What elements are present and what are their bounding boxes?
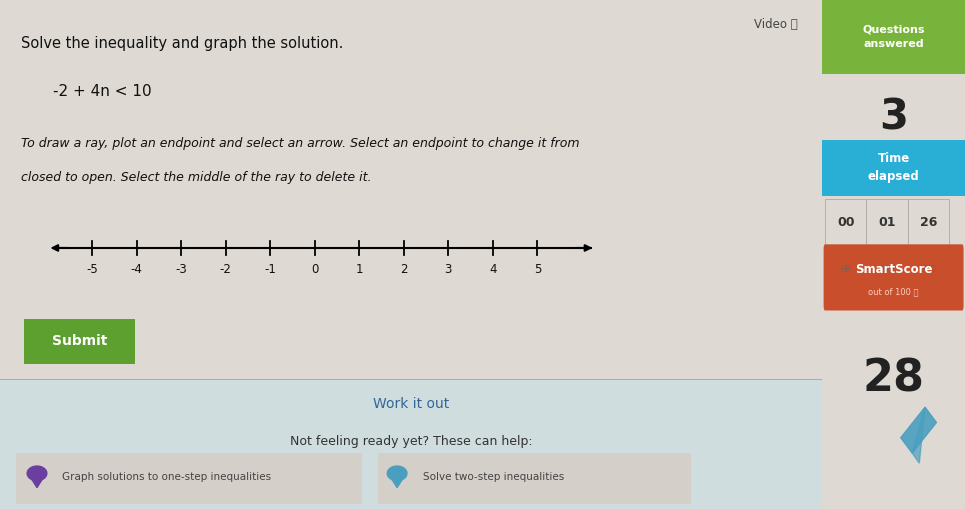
Text: Questions
answered: Questions answered (863, 24, 924, 49)
Text: 5: 5 (534, 263, 541, 275)
Text: Work it out: Work it out (372, 397, 450, 411)
Text: Video ⓓ: Video ⓓ (754, 18, 797, 31)
Text: Graph solutions to one-step inequalities: Graph solutions to one-step inequalities (62, 472, 271, 482)
Text: Solve the inequality and graph the solution.: Solve the inequality and graph the solut… (20, 36, 343, 50)
Text: -1: -1 (264, 263, 276, 275)
Polygon shape (27, 466, 47, 480)
Text: 28: 28 (863, 358, 924, 401)
FancyBboxPatch shape (378, 453, 691, 504)
Text: -2: -2 (220, 263, 232, 275)
Text: 0: 0 (311, 263, 318, 275)
FancyBboxPatch shape (908, 199, 950, 257)
FancyBboxPatch shape (16, 453, 362, 504)
FancyBboxPatch shape (17, 318, 142, 365)
Polygon shape (912, 407, 925, 463)
Text: Time
elapsed: Time elapsed (868, 153, 920, 183)
Text: 3: 3 (445, 263, 452, 275)
Text: 26: 26 (920, 216, 937, 229)
Text: SmartScore: SmartScore (855, 263, 932, 275)
Text: MIN: MIN (880, 265, 895, 274)
Text: -5: -5 (86, 263, 97, 275)
FancyBboxPatch shape (822, 0, 965, 74)
Text: 2: 2 (400, 263, 407, 275)
FancyBboxPatch shape (0, 379, 822, 509)
Text: Submit: Submit (52, 333, 107, 348)
FancyBboxPatch shape (822, 140, 965, 196)
Text: 00: 00 (837, 216, 854, 229)
FancyBboxPatch shape (823, 244, 964, 310)
FancyBboxPatch shape (867, 199, 908, 257)
Text: 4: 4 (489, 263, 497, 275)
Text: -4: -4 (130, 263, 143, 275)
Text: closed to open. Select the middle of the ray to delete it.: closed to open. Select the middle of the… (20, 171, 372, 184)
Text: HR: HR (841, 265, 851, 274)
Text: Not feeling ready yet? These can help:: Not feeling ready yet? These can help: (290, 435, 533, 448)
Text: SEC: SEC (922, 265, 936, 274)
Text: 01: 01 (878, 216, 896, 229)
Polygon shape (387, 466, 407, 480)
Text: To draw a ray, plot an endpoint and select an arrow. Select an endpoint to chang: To draw a ray, plot an endpoint and sele… (20, 137, 579, 151)
Text: Solve two-step inequalities: Solve two-step inequalities (424, 472, 565, 482)
Text: -3: -3 (176, 263, 187, 275)
Polygon shape (31, 478, 42, 488)
Text: 3: 3 (879, 96, 908, 138)
Text: 1: 1 (355, 263, 363, 275)
FancyBboxPatch shape (825, 199, 867, 257)
Text: out of 100 ❓: out of 100 ❓ (868, 287, 919, 296)
Polygon shape (900, 407, 936, 453)
Polygon shape (392, 478, 402, 488)
Text: -2 + 4n < 10: -2 + 4n < 10 (53, 84, 152, 99)
